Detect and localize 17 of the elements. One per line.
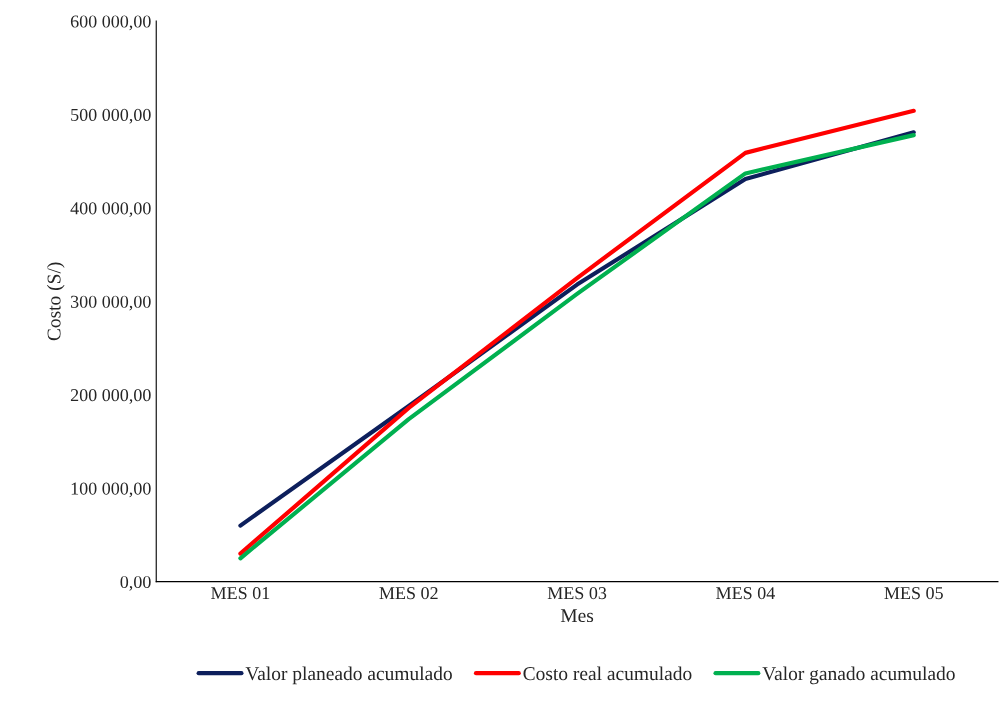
x-tick-label: MES 01: [211, 587, 270, 600]
x-tick-label: MES 02: [379, 587, 438, 600]
legend-label: Valor ganado acumulado: [762, 666, 955, 685]
y-tick-label: 0,00: [120, 575, 151, 591]
y-tick-label: 500 000,00: [71, 108, 151, 124]
y-tick-label: 200 000,00: [70, 389, 151, 404]
x-tick-label: MES 04: [716, 587, 775, 600]
y-tick-label: 300 000,00: [70, 295, 151, 311]
y-tick-label: 400 000,00: [70, 202, 151, 218]
legend-label: Costo real acumulado: [523, 666, 692, 681]
y-axis-title: Costo (S/): [46, 262, 65, 341]
legend-label: Valor planeado acumulado: [245, 666, 452, 685]
x-tick-label: MES 05: [884, 587, 943, 600]
y-tick-label: 600 000,00: [70, 15, 151, 31]
x-tick-label: MES 03: [547, 587, 607, 600]
y-tick-label: 100 000,00: [71, 482, 151, 498]
x-axis-title: Mes: [560, 609, 594, 623]
